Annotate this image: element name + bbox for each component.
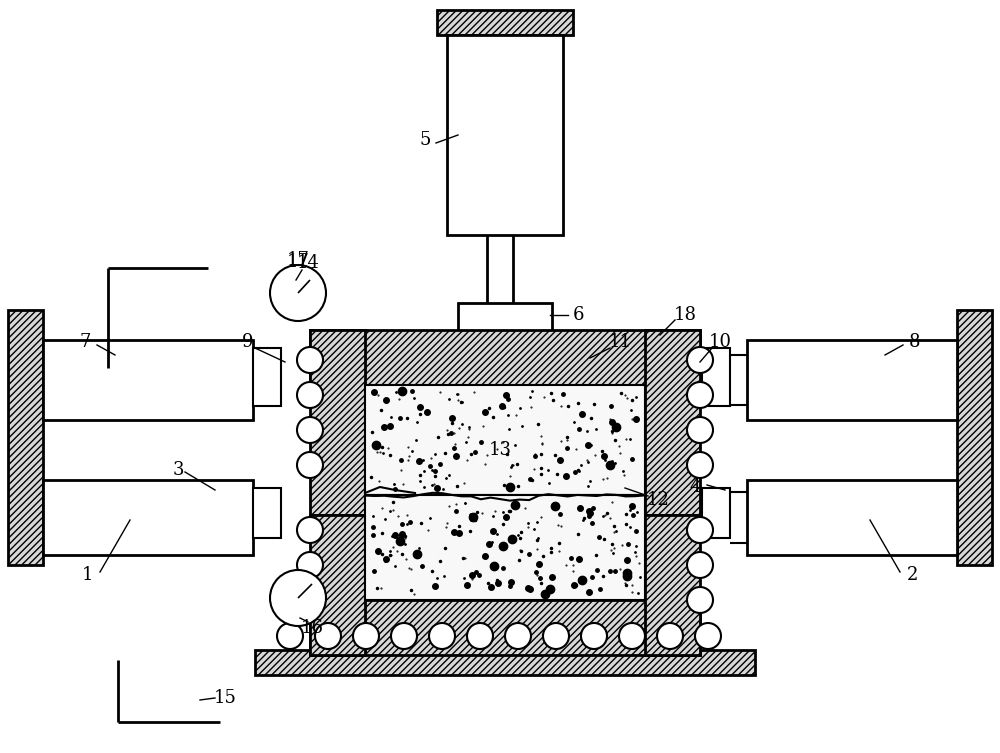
Circle shape bbox=[687, 552, 713, 578]
Bar bbox=[255, 650, 755, 675]
Bar bbox=[458, 303, 552, 343]
Bar bbox=[365, 385, 645, 495]
Circle shape bbox=[270, 570, 326, 626]
Circle shape bbox=[297, 382, 323, 408]
Circle shape bbox=[687, 517, 713, 543]
Text: 6: 6 bbox=[572, 306, 584, 324]
Circle shape bbox=[687, 452, 713, 478]
Text: 4: 4 bbox=[689, 478, 701, 496]
Bar bbox=[645, 515, 700, 655]
Bar bbox=[310, 600, 700, 655]
Circle shape bbox=[467, 623, 493, 649]
Bar bbox=[43, 480, 253, 555]
Circle shape bbox=[687, 347, 713, 373]
Circle shape bbox=[687, 417, 713, 443]
Text: 12: 12 bbox=[647, 491, 669, 509]
Text: 11: 11 bbox=[608, 333, 632, 351]
Text: 5: 5 bbox=[419, 131, 431, 149]
Circle shape bbox=[505, 623, 531, 649]
Circle shape bbox=[315, 623, 341, 649]
Circle shape bbox=[297, 347, 323, 373]
Text: 13: 13 bbox=[488, 441, 512, 459]
Circle shape bbox=[687, 382, 713, 408]
Bar bbox=[8, 310, 43, 565]
Circle shape bbox=[297, 452, 323, 478]
Text: 8: 8 bbox=[909, 333, 921, 351]
Bar bbox=[43, 340, 253, 420]
Bar bbox=[437, 10, 573, 35]
Circle shape bbox=[619, 623, 645, 649]
Bar bbox=[447, 35, 563, 235]
Bar bbox=[702, 348, 730, 406]
Bar bbox=[253, 348, 281, 406]
Circle shape bbox=[391, 623, 417, 649]
Circle shape bbox=[297, 417, 323, 443]
Circle shape bbox=[543, 623, 569, 649]
Bar bbox=[310, 330, 700, 385]
Text: 16: 16 bbox=[300, 619, 324, 637]
Text: 17: 17 bbox=[287, 251, 309, 269]
Bar bbox=[747, 340, 957, 420]
Bar bbox=[957, 310, 992, 565]
Circle shape bbox=[297, 517, 323, 543]
Text: 15: 15 bbox=[214, 689, 236, 707]
Text: 9: 9 bbox=[242, 333, 254, 351]
Text: 18: 18 bbox=[674, 306, 696, 324]
Circle shape bbox=[270, 265, 326, 321]
Circle shape bbox=[297, 587, 323, 613]
Circle shape bbox=[277, 623, 303, 649]
Text: 7: 7 bbox=[79, 333, 91, 351]
Circle shape bbox=[297, 552, 323, 578]
Text: 10: 10 bbox=[708, 333, 732, 351]
Bar bbox=[310, 515, 365, 655]
Circle shape bbox=[695, 623, 721, 649]
Circle shape bbox=[429, 623, 455, 649]
Circle shape bbox=[353, 623, 379, 649]
Circle shape bbox=[687, 587, 713, 613]
Bar bbox=[702, 488, 730, 538]
Text: 3: 3 bbox=[172, 461, 184, 479]
Circle shape bbox=[657, 623, 683, 649]
Text: 17: 17 bbox=[287, 253, 309, 271]
Circle shape bbox=[581, 623, 607, 649]
Bar bbox=[747, 480, 957, 555]
Bar bbox=[365, 495, 645, 600]
Text: 1: 1 bbox=[82, 566, 94, 584]
Bar bbox=[310, 330, 365, 515]
Bar bbox=[253, 488, 281, 538]
Bar bbox=[645, 330, 700, 515]
Text: 2: 2 bbox=[906, 566, 918, 584]
Text: 14: 14 bbox=[297, 254, 319, 272]
